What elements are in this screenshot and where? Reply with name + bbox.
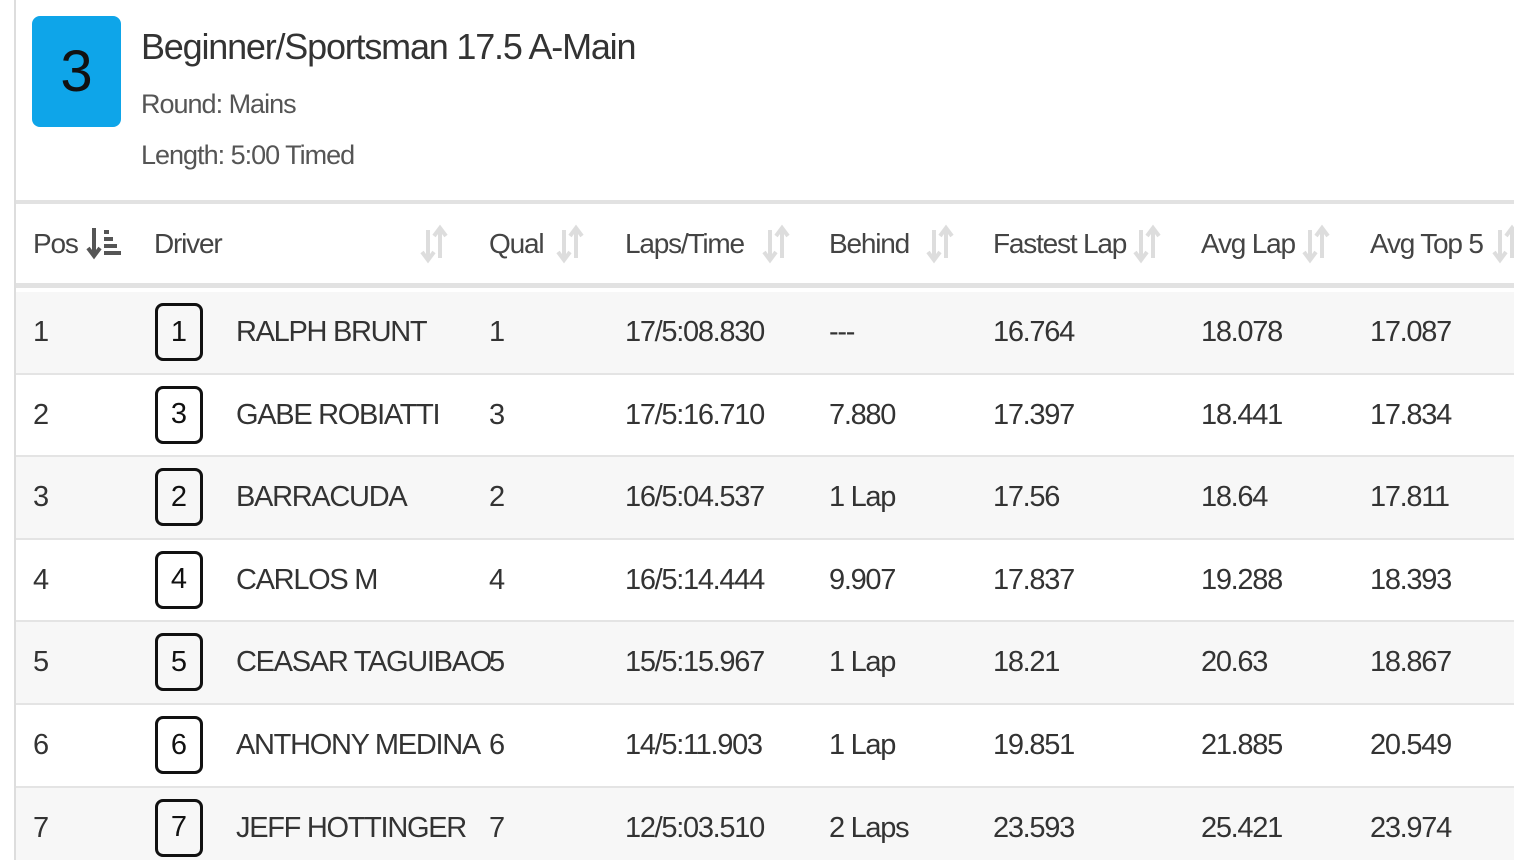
table-header — [16, 200, 1514, 288]
cell: 6 — [33, 729, 49, 761]
cell: 19.288 — [1201, 563, 1283, 596]
car-number: 1 — [155, 303, 203, 361]
cell: 16/5:14.444 — [625, 563, 765, 596]
cell: 23.974 — [1370, 811, 1452, 844]
cell: 17.397 — [993, 398, 1075, 431]
car-number: 6 — [155, 716, 203, 774]
sort-icon[interactable] — [1302, 224, 1338, 264]
cell: 17.811 — [1370, 481, 1450, 514]
cell: --- — [829, 316, 855, 348]
cell: 4 — [489, 563, 505, 596]
cell: 17.087 — [1370, 316, 1452, 348]
driver-name[interactable]: RALPH BRUNT — [236, 316, 428, 348]
sort-icon[interactable] — [1133, 224, 1169, 264]
car-number: 7 — [155, 798, 203, 857]
cell: 5 — [489, 646, 505, 679]
car-number: 5 — [155, 633, 203, 692]
cell: 2 — [33, 398, 49, 431]
race-badge: 3 — [32, 16, 121, 127]
cell: 7 — [489, 811, 505, 844]
table-row — [16, 622, 1514, 705]
table-row — [16, 457, 1514, 540]
sort-icon[interactable] — [556, 224, 592, 264]
column-header[interactable]: Driver — [154, 228, 223, 259]
cell: 17/5:16.710 — [625, 398, 765, 431]
cell: 7 — [33, 811, 49, 844]
cell: 17.837 — [993, 563, 1075, 596]
column-header[interactable]: Avg Top 5 — [1370, 228, 1484, 259]
cell: 15/5:15.967 — [625, 646, 765, 679]
cell: 18.078 — [1201, 316, 1283, 348]
cell: 1 — [33, 316, 49, 348]
cell: 18.21 — [993, 646, 1060, 679]
cell: 17.834 — [1370, 398, 1452, 431]
sort-icon[interactable] — [86, 224, 122, 264]
cell: 4 — [33, 563, 49, 596]
race-round: Round: Mains — [141, 89, 297, 119]
cell: 20.63 — [1201, 646, 1268, 679]
cell: 6 — [489, 729, 505, 761]
column-header[interactable]: Behind — [829, 228, 910, 259]
sort-icon[interactable] — [420, 224, 456, 264]
cell: 18.441 — [1201, 398, 1283, 431]
cell: 17.56 — [993, 481, 1060, 514]
column-header[interactable]: Qual — [489, 228, 545, 259]
sort-icon[interactable] — [762, 224, 798, 264]
cell: 1 Lap — [829, 646, 896, 679]
table-row — [16, 705, 1514, 788]
cell: 2 — [489, 481, 505, 514]
cell: 12/5:03.510 — [625, 811, 765, 844]
cell: 19.851 — [993, 729, 1075, 761]
driver-name[interactable]: ANTHONY MEDINA — [236, 729, 481, 761]
cell: 2 Laps — [829, 811, 910, 844]
cell: 17/5:08.830 — [625, 316, 765, 348]
cell: 9.907 — [829, 563, 896, 596]
cell: 18.393 — [1370, 563, 1452, 596]
cell: 20.549 — [1370, 729, 1452, 761]
column-header[interactable]: Avg Lap — [1201, 228, 1296, 259]
driver-name[interactable]: BARRACUDA — [236, 481, 408, 514]
left-rail — [14, 0, 16, 860]
car-number: 2 — [155, 468, 203, 527]
cell: 25.421 — [1201, 811, 1283, 844]
cell: 23.593 — [993, 811, 1075, 844]
car-number: 3 — [155, 385, 203, 444]
sort-icon[interactable] — [1492, 224, 1514, 264]
table-row — [16, 292, 1514, 375]
table-row — [16, 539, 1514, 623]
race-length: Length: 5:00 Timed — [141, 140, 355, 170]
driver-name[interactable]: CEASAR TAGUIBAO — [236, 646, 492, 679]
cell: 5 — [33, 646, 49, 679]
column-header[interactable]: Pos — [33, 228, 79, 259]
cell: 3 — [33, 481, 49, 514]
cell: 14/5:11.903 — [625, 729, 763, 761]
column-header[interactable]: Fastest Lap — [993, 228, 1127, 259]
cell: 18.867 — [1370, 646, 1452, 679]
driver-name[interactable]: CARLOS M — [236, 563, 378, 596]
cell: 1 Lap — [829, 481, 896, 514]
sort-icon[interactable] — [926, 224, 962, 264]
column-header[interactable]: Laps/Time — [625, 228, 745, 259]
cell: 21.885 — [1201, 729, 1283, 761]
cell: 18.64 — [1201, 481, 1268, 514]
table-row — [16, 374, 1514, 458]
cell: 7.880 — [829, 398, 896, 431]
cell: 1 — [489, 316, 505, 348]
car-number: 4 — [155, 550, 203, 609]
cell: 3 — [489, 398, 505, 431]
driver-name[interactable]: GABE ROBIATTI — [236, 398, 441, 431]
driver-name[interactable]: JEFF HOTTINGER — [236, 811, 467, 844]
table-row — [16, 787, 1514, 860]
cell: 16/5:04.537 — [625, 481, 765, 514]
cell: 1 Lap — [829, 729, 896, 761]
race-title: Beginner/Sportsman 17.5 A-Main — [141, 26, 637, 67]
cell: 16.764 — [993, 316, 1075, 348]
